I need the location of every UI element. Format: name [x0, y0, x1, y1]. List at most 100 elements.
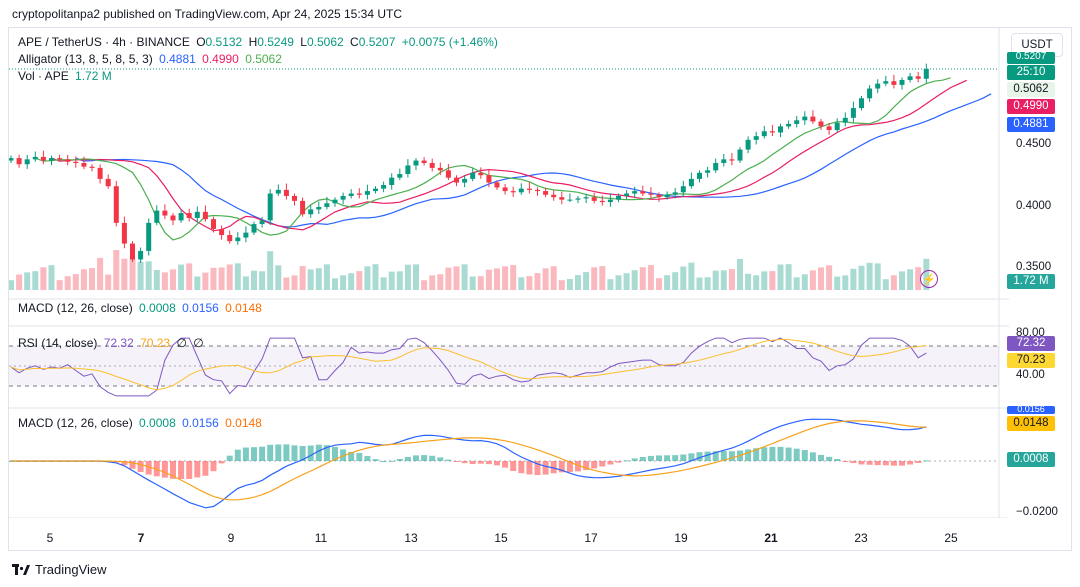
- volume-bar: [113, 250, 120, 290]
- volume-bar: [194, 276, 201, 290]
- candle-body: [786, 123, 792, 127]
- macd-hist-bar: [429, 455, 436, 461]
- candle-body: [875, 83, 881, 89]
- candle-body: [567, 199, 573, 201]
- volume-bar: [348, 273, 355, 290]
- candle-body: [130, 243, 135, 260]
- volume-bar: [396, 271, 403, 290]
- candle-body: [219, 228, 225, 236]
- candle-body: [437, 167, 443, 171]
- macd-hist-bar: [656, 455, 662, 461]
- macd-bottom-legend[interactable]: MACD (12, 26, close) 0.0008 0.0156 0.014…: [18, 416, 265, 430]
- volume-bar: [591, 267, 598, 290]
- candle-body: [672, 192, 678, 195]
- macd-hist-bar: [267, 444, 274, 461]
- macd-hist-bar: [842, 461, 849, 462]
- volume-bar: [380, 277, 387, 290]
- volume-bar: [251, 270, 257, 290]
- macd-hist-bar: [502, 461, 509, 468]
- volume-bar: [890, 275, 897, 290]
- high-label: H: [248, 35, 258, 49]
- volume-bar: [64, 276, 71, 290]
- volume-bar: [307, 269, 314, 290]
- macd-hist-bar: [550, 461, 557, 474]
- volume-bar: [842, 275, 849, 290]
- macd-hist-bar: [413, 455, 419, 461]
- time-label: 13: [404, 531, 418, 545]
- macd-hist-bar: [242, 447, 249, 461]
- volume-legend[interactable]: Vol · APE 1.72 M: [18, 69, 115, 83]
- tradingview-logo-icon: [12, 563, 30, 575]
- candle-body: [818, 121, 824, 127]
- volume-bar: [210, 267, 217, 290]
- alligator-legend[interactable]: Alligator (13, 8, 5, 8, 5, 3) 0.4881 0.4…: [18, 52, 285, 66]
- candle-body: [194, 211, 200, 218]
- time-label: 5: [46, 531, 54, 545]
- volume-bar: [356, 271, 363, 290]
- volume-bar: [907, 269, 914, 290]
- volume-bar: [761, 271, 768, 290]
- candle-body: [834, 122, 840, 131]
- macd-hist-bar: [623, 460, 630, 462]
- macd-hist-bar: [850, 461, 857, 464]
- volume-bar: [469, 276, 476, 290]
- rsi-legend[interactable]: RSI (14, close) 72.32 70.23 ∅ ∅: [18, 336, 207, 350]
- macd-hist-bar: [826, 456, 833, 461]
- macd-hist-bar: [785, 447, 792, 461]
- volume-bar: [429, 275, 436, 290]
- candle-body: [170, 215, 176, 221]
- candle-body: [397, 174, 403, 178]
- candle-body: [907, 76, 913, 80]
- macd-hist-bar: [874, 461, 881, 466]
- volume-bar: [672, 272, 679, 290]
- candle-body: [381, 184, 387, 189]
- volume-bar: [599, 266, 606, 290]
- macd-hist-bar: [834, 458, 841, 461]
- price-tick-2: 0.4000: [1016, 200, 1052, 212]
- volume-bar: [48, 265, 55, 290]
- macd-hist-bar: [283, 444, 290, 461]
- volume-bar: [291, 275, 298, 290]
- volume-bar: [323, 264, 330, 290]
- volume-bar: [745, 273, 752, 290]
- macd-hist-bar: [818, 454, 824, 461]
- chart-canvas[interactable]: [9, 28, 1009, 518]
- candle-body: [65, 159, 71, 162]
- volume-bar: [631, 270, 638, 290]
- candle-body: [713, 163, 719, 171]
- volume-label: Vol · APE: [18, 69, 69, 83]
- footer-brand[interactable]: TradingView: [12, 562, 107, 577]
- candle-body: [729, 159, 735, 161]
- lightning-icon[interactable]: ⚡: [920, 270, 938, 288]
- macd-hist-bar: [388, 460, 395, 462]
- candle-body: [616, 195, 621, 200]
- macd-hist-bar: [323, 445, 330, 461]
- candle-body: [57, 158, 63, 160]
- candle-body: [389, 177, 395, 185]
- volume-bar: [656, 278, 662, 290]
- macd-top-legend[interactable]: MACD (12, 26, close) 0.0008 0.0156 0.014…: [18, 301, 265, 315]
- volume-bar: [526, 276, 533, 290]
- macd-hist-bar: [234, 449, 241, 461]
- alligator-jaw-value: 0.4881: [159, 52, 196, 66]
- volume-bar: [647, 265, 654, 290]
- volume-bar: [332, 278, 338, 290]
- macd-hist-bar: [915, 461, 922, 464]
- candle-body: [753, 136, 759, 140]
- candle-body: [688, 178, 694, 187]
- macd-top-label: MACD (12, 26, close): [18, 301, 133, 315]
- macd-hist-bar: [631, 458, 638, 461]
- candle-body: [202, 211, 208, 220]
- candle-body: [267, 193, 273, 221]
- symbol-legend[interactable]: APE / TetherUS · 4h · BINANCE O0.5132 H0…: [18, 35, 501, 49]
- publish-info: cryptopolitanpa2 published on TradingVie…: [12, 7, 403, 21]
- macd-hist-bar: [404, 456, 411, 461]
- macd-hist-bar: [518, 461, 525, 474]
- candle-body: [73, 161, 79, 164]
- macd-hist-bar: [664, 455, 671, 461]
- volume-bar: [510, 265, 517, 290]
- macd-hist-bar: [461, 461, 468, 464]
- rsi-value: 72.32: [103, 336, 134, 350]
- candle-body: [867, 88, 873, 99]
- macd-top-hist: 0.0008: [139, 301, 176, 315]
